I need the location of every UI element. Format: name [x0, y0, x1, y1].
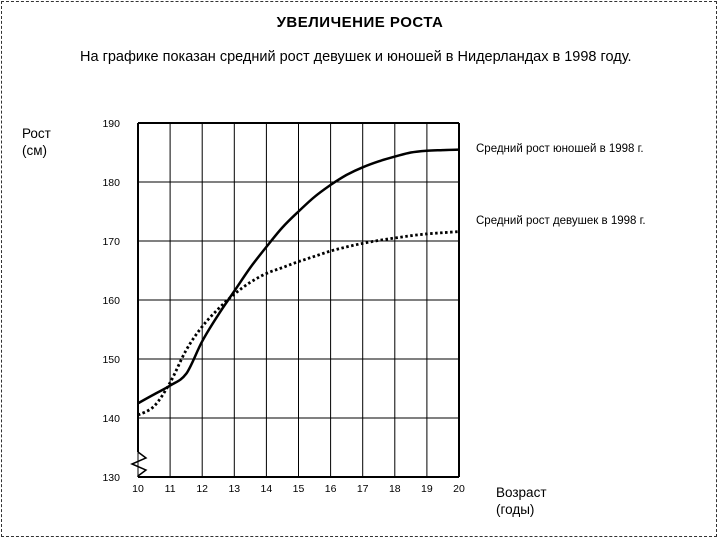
- y-tick-label: 170: [102, 236, 120, 248]
- x-tick-label: 10: [132, 483, 144, 495]
- x-tick-label: 14: [261, 483, 273, 495]
- series-line-girls: [137, 230, 460, 417]
- y-tick-label: 140: [102, 413, 120, 425]
- x-tick-label: 19: [421, 483, 433, 495]
- legend-girls: Средний рост девушек в 1998 г.: [476, 215, 646, 227]
- y-tick-label: 150: [102, 354, 120, 366]
- page-title: УВЕЛИЧЕНИЕ РОСТА: [276, 14, 444, 31]
- series-line-boys: [137, 148, 460, 405]
- y-axis-label: Рост (см): [22, 126, 51, 158]
- x-tick-label: 20: [453, 483, 465, 495]
- y-axis-break-mark: [130, 451, 148, 477]
- x-tick-label: 15: [293, 483, 305, 495]
- x-tick-label: 13: [228, 483, 240, 495]
- x-tick-label: 12: [196, 483, 208, 495]
- intro-text: На графике показан средний рост девушек …: [80, 49, 632, 65]
- y-tick-label: 180: [102, 177, 120, 189]
- x-tick-label: 11: [165, 483, 176, 495]
- x-axis-label: Возраст (годы): [496, 485, 547, 517]
- y-tick-label: 190: [102, 118, 120, 130]
- y-tick-label: 130: [102, 472, 120, 484]
- legend-boys: Средний рост юношей в 1998 г.: [476, 143, 644, 155]
- x-tick-label: 17: [357, 483, 369, 495]
- x-tick-label: 16: [325, 483, 337, 495]
- x-tick-label: 18: [389, 483, 401, 495]
- y-tick-label: 160: [102, 295, 120, 307]
